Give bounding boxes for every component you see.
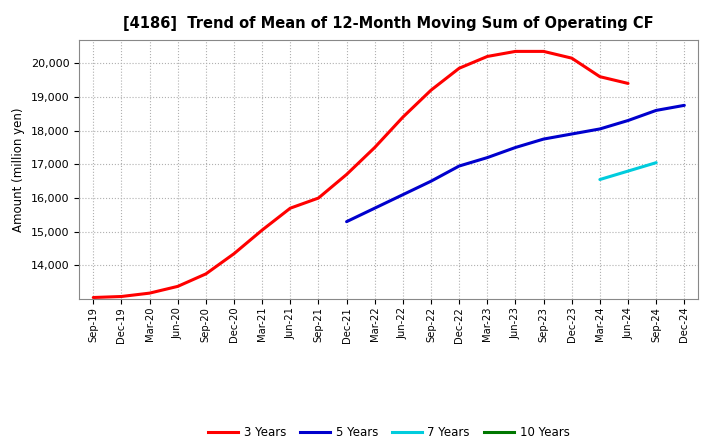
5 Years [652,108,660,113]
Legend: 3 Years, 5 Years, 7 Years, 10 Years: 3 Years, 5 Years, 7 Years, 10 Years [204,422,574,440]
Line: 7 Years: 7 Years [600,163,656,180]
3 Years [511,49,520,54]
3 Years [145,290,154,296]
Line: 5 Years: 5 Years [346,105,684,222]
3 Years [202,271,210,277]
3 Years [258,227,266,233]
5 Years [511,145,520,150]
Title: [4186]  Trend of Mean of 12-Month Moving Sum of Operating CF: [4186] Trend of Mean of 12-Month Moving … [124,16,654,32]
3 Years [286,205,294,211]
3 Years [314,195,323,201]
5 Years [539,136,548,142]
3 Years [455,66,464,71]
5 Years [342,219,351,224]
3 Years [117,294,126,299]
Line: 3 Years: 3 Years [94,51,628,297]
3 Years [567,55,576,61]
7 Years [624,169,632,174]
3 Years [230,251,238,257]
5 Years [595,126,604,132]
3 Years [624,81,632,86]
3 Years [595,74,604,79]
3 Years [370,145,379,150]
3 Years [89,295,98,300]
3 Years [399,114,408,120]
5 Years [399,192,408,197]
3 Years [483,54,492,59]
5 Years [680,103,688,108]
5 Years [624,118,632,123]
3 Years [427,88,436,93]
3 Years [539,49,548,54]
7 Years [595,177,604,182]
5 Years [455,163,464,169]
3 Years [342,172,351,177]
5 Years [483,155,492,160]
Y-axis label: Amount (million yen): Amount (million yen) [12,107,25,231]
5 Years [427,179,436,184]
7 Years [652,160,660,165]
3 Years [174,284,182,289]
5 Years [567,132,576,137]
5 Years [370,205,379,211]
